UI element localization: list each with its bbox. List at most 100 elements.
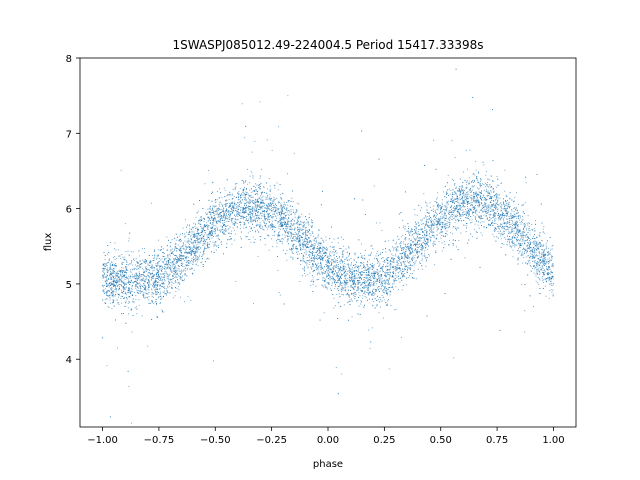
data-point (160, 265, 162, 267)
data-point (219, 229, 221, 231)
data-point (402, 257, 404, 259)
data-point (338, 261, 340, 263)
data-point (417, 221, 419, 223)
data-point (528, 222, 530, 224)
data-point (505, 194, 507, 196)
data-point (504, 227, 506, 229)
data-point (173, 283, 175, 284)
data-point (287, 238, 289, 240)
data-point (199, 220, 201, 222)
data-point (182, 262, 184, 264)
data-point (220, 216, 221, 218)
data-point (530, 247, 532, 248)
data-point (453, 212, 454, 214)
data-point (184, 301, 185, 303)
data-point (379, 222, 381, 224)
data-point (525, 250, 527, 252)
data-point (437, 228, 439, 230)
data-point (178, 284, 180, 286)
data-point (460, 204, 461, 206)
data-point (286, 219, 288, 221)
data-point (312, 279, 314, 281)
data-point (185, 257, 187, 259)
data-point (375, 280, 377, 282)
data-point (491, 208, 493, 210)
data-point (537, 265, 539, 267)
data-point (483, 226, 485, 227)
data-point (227, 218, 229, 220)
data-point (535, 241, 537, 243)
data-point (474, 223, 476, 225)
data-point (270, 238, 272, 240)
data-point (225, 200, 227, 202)
data-point (520, 231, 522, 233)
data-point (425, 243, 427, 244)
data-point (535, 252, 537, 254)
data-point (313, 243, 315, 244)
data-point (147, 345, 149, 347)
data-point (339, 256, 341, 257)
data-point (464, 198, 466, 200)
data-point (473, 200, 475, 201)
data-point (525, 227, 527, 229)
data-point (322, 255, 324, 257)
data-point (375, 271, 377, 273)
data-point (346, 270, 348, 272)
data-point (127, 292, 129, 294)
data-point (216, 245, 218, 247)
data-point (404, 275, 406, 277)
data-point (331, 259, 333, 261)
data-point (220, 242, 222, 244)
data-point (381, 275, 383, 277)
data-point (506, 203, 508, 205)
data-point (133, 269, 135, 270)
data-point (353, 279, 355, 281)
data-point (436, 217, 438, 219)
data-point (200, 235, 201, 237)
data-point (204, 212, 206, 214)
data-point (231, 208, 233, 210)
data-point (177, 274, 179, 276)
data-point (408, 265, 410, 266)
data-point (342, 250, 344, 252)
data-point (278, 221, 280, 223)
data-point (213, 212, 214, 214)
data-point (197, 232, 199, 234)
data-point (315, 239, 317, 241)
data-point (271, 210, 273, 212)
data-point (533, 246, 535, 248)
data-point (164, 280, 166, 282)
data-point (220, 225, 222, 227)
data-point (366, 276, 368, 278)
data-point (132, 275, 134, 277)
data-point (335, 305, 336, 307)
data-point (143, 280, 145, 282)
data-point (295, 233, 297, 235)
data-point (448, 218, 450, 220)
data-point (499, 214, 501, 216)
data-point (304, 249, 306, 250)
data-point (122, 273, 124, 275)
data-point (528, 241, 530, 243)
data-point (266, 213, 268, 215)
data-point (464, 197, 466, 199)
data-point (259, 236, 261, 238)
data-point (520, 237, 522, 239)
data-point (249, 239, 251, 240)
data-point (135, 295, 137, 297)
data-point (189, 246, 191, 248)
data-point (542, 253, 544, 255)
data-point (327, 248, 329, 250)
data-point (308, 247, 309, 249)
data-point (441, 206, 443, 208)
data-point (291, 248, 293, 250)
data-point (250, 201, 252, 203)
data-point (115, 291, 117, 293)
data-point (277, 236, 279, 238)
data-point (180, 274, 181, 276)
data-point (522, 257, 524, 259)
data-point (374, 272, 375, 274)
data-point (421, 207, 423, 209)
data-point (369, 273, 371, 275)
data-point (203, 220, 205, 222)
